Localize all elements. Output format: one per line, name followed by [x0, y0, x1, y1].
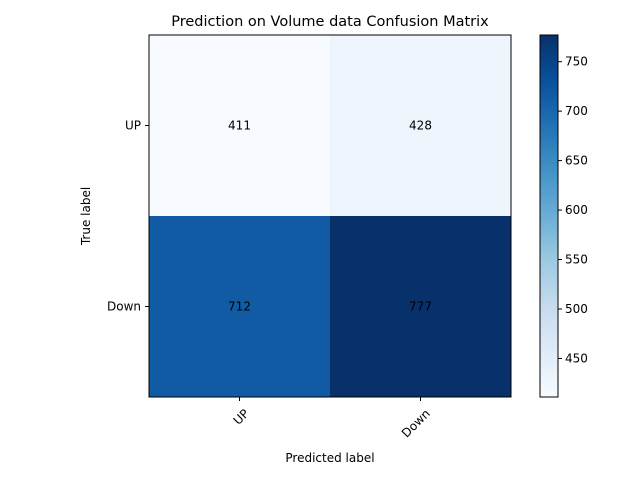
colorbar-tick-label: 650: [565, 154, 588, 168]
heatmap-cell: [149, 216, 331, 398]
x-tick-label: Down: [399, 406, 433, 440]
heatmap-cells: [149, 35, 512, 398]
x-tick-label: UP: [231, 406, 252, 427]
colorbar-tick-label: 750: [565, 55, 588, 69]
chart-title: Prediction on Volume data Confusion Matr…: [171, 14, 489, 30]
heatmap-cell-value: 712: [228, 300, 251, 314]
colorbar-tick-label: 700: [565, 104, 588, 118]
colorbar-tick-label: 450: [565, 351, 588, 365]
y-tick-label: UP: [125, 119, 141, 133]
colorbar: [539, 34, 559, 398]
heatmap-cell-labels: 411 428 712 777: [228, 119, 432, 314]
colorbar-ticks: 450 500 550 600 650 700 750: [558, 55, 588, 365]
x-axis-ticks: UP Down: [231, 397, 433, 440]
heatmap-cell: [330, 35, 512, 217]
x-axis-label: Predicted label: [285, 451, 374, 465]
colorbar-tick-label: 500: [565, 302, 588, 316]
heatmap-cell-value: 777: [409, 300, 432, 314]
heatmap-cell-value: 411: [228, 119, 251, 133]
y-axis-label: True label: [79, 187, 93, 246]
y-tick-label: Down: [107, 300, 141, 314]
y-axis-ticks: UP Down: [107, 119, 149, 314]
plot-frame: [148, 34, 512, 398]
heatmap-cell: [330, 216, 512, 398]
heatmap-cell-value: 428: [409, 119, 432, 133]
colorbar-tick-label: 600: [565, 203, 588, 217]
colorbar-tick-label: 550: [565, 253, 588, 267]
heatmap-cell: [149, 35, 331, 217]
